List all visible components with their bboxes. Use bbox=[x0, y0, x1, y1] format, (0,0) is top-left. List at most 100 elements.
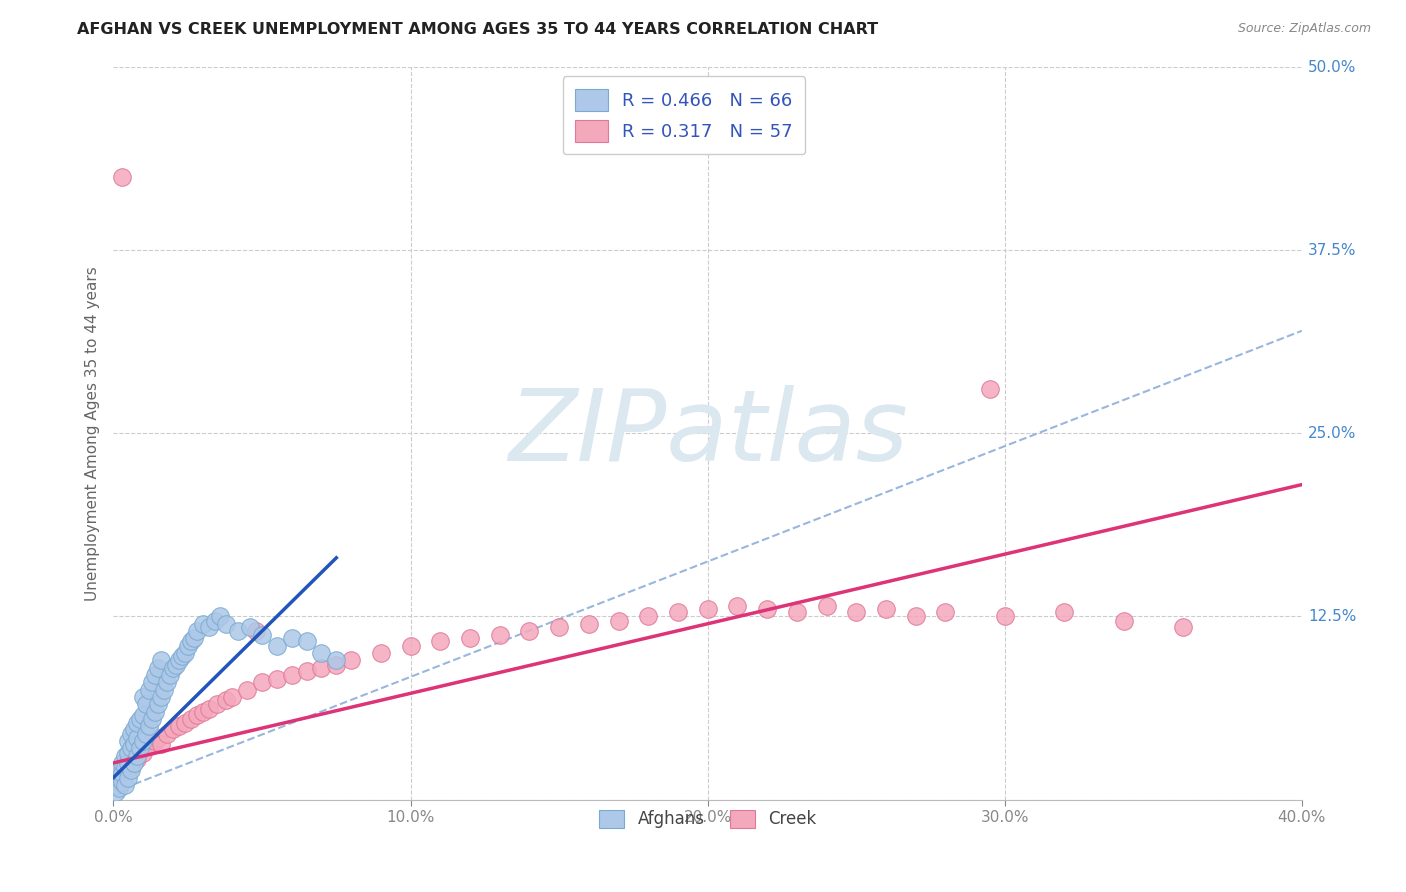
Point bbox=[815, 599, 838, 614]
Point bbox=[204, 614, 226, 628]
Point bbox=[1171, 620, 1194, 634]
Point bbox=[114, 760, 136, 774]
Point bbox=[111, 756, 134, 770]
Point bbox=[150, 690, 173, 704]
Point bbox=[325, 653, 347, 667]
Point bbox=[786, 605, 808, 619]
Text: 25.0%: 25.0% bbox=[1308, 425, 1357, 441]
Point bbox=[111, 169, 134, 184]
Point bbox=[143, 734, 166, 748]
Point bbox=[429, 634, 451, 648]
Point bbox=[132, 707, 155, 722]
Point bbox=[117, 756, 139, 770]
Point bbox=[150, 737, 173, 751]
Point bbox=[111, 766, 134, 780]
Point bbox=[295, 664, 318, 678]
Point bbox=[994, 609, 1017, 624]
Point bbox=[226, 624, 249, 638]
Point bbox=[127, 731, 149, 745]
Point bbox=[132, 690, 155, 704]
Point bbox=[159, 668, 181, 682]
Point bbox=[141, 712, 163, 726]
Point bbox=[108, 771, 131, 785]
Point bbox=[458, 632, 481, 646]
Point bbox=[215, 693, 238, 707]
Point bbox=[141, 675, 163, 690]
Point bbox=[637, 609, 659, 624]
Point bbox=[904, 609, 927, 624]
Point bbox=[117, 746, 139, 760]
Text: 50.0%: 50.0% bbox=[1308, 60, 1357, 75]
Point bbox=[143, 705, 166, 719]
Text: AFGHAN VS CREEK UNEMPLOYMENT AMONG AGES 35 TO 44 YEARS CORRELATION CHART: AFGHAN VS CREEK UNEMPLOYMENT AMONG AGES … bbox=[77, 22, 879, 37]
Y-axis label: Unemployment Among Ages 35 to 44 years: Unemployment Among Ages 35 to 44 years bbox=[86, 266, 100, 600]
Point bbox=[186, 707, 208, 722]
Point bbox=[209, 609, 232, 624]
Point bbox=[173, 716, 195, 731]
Point bbox=[127, 748, 149, 763]
Point bbox=[135, 698, 157, 712]
Point bbox=[325, 657, 347, 672]
Point bbox=[135, 726, 157, 740]
Point bbox=[177, 639, 200, 653]
Text: 12.5%: 12.5% bbox=[1308, 609, 1357, 624]
Point bbox=[295, 634, 318, 648]
Point bbox=[156, 726, 179, 740]
Point bbox=[167, 653, 190, 667]
Point bbox=[162, 723, 184, 737]
Point bbox=[153, 682, 176, 697]
Point bbox=[191, 616, 214, 631]
Point bbox=[756, 602, 779, 616]
Point bbox=[129, 741, 152, 756]
Point bbox=[979, 383, 1001, 397]
Point bbox=[111, 775, 134, 789]
Point bbox=[934, 605, 956, 619]
Point bbox=[111, 763, 134, 777]
Point bbox=[120, 741, 142, 756]
Point bbox=[114, 748, 136, 763]
Point bbox=[146, 731, 169, 745]
Point bbox=[250, 628, 273, 642]
Point bbox=[173, 646, 195, 660]
Point bbox=[311, 661, 333, 675]
Point bbox=[281, 632, 304, 646]
Point bbox=[725, 599, 748, 614]
Point bbox=[127, 751, 149, 765]
Point bbox=[607, 614, 630, 628]
Point bbox=[311, 646, 333, 660]
Point bbox=[266, 673, 288, 687]
Point bbox=[399, 639, 422, 653]
Point bbox=[129, 712, 152, 726]
Point bbox=[875, 602, 897, 616]
Point bbox=[845, 605, 868, 619]
Point bbox=[340, 653, 363, 667]
Legend: Afghans, Creek: Afghans, Creek bbox=[592, 803, 823, 835]
Point bbox=[666, 605, 689, 619]
Point bbox=[197, 620, 219, 634]
Point bbox=[129, 741, 152, 756]
Point bbox=[370, 646, 392, 660]
Point bbox=[138, 737, 160, 751]
Point bbox=[117, 756, 139, 770]
Point bbox=[127, 716, 149, 731]
Point bbox=[117, 734, 139, 748]
Point bbox=[167, 719, 190, 733]
Point bbox=[114, 778, 136, 792]
Point bbox=[120, 760, 142, 774]
Point bbox=[150, 653, 173, 667]
Point bbox=[1112, 614, 1135, 628]
Point bbox=[138, 719, 160, 733]
Point bbox=[143, 668, 166, 682]
Point bbox=[132, 734, 155, 748]
Point bbox=[239, 620, 262, 634]
Point bbox=[138, 682, 160, 697]
Point bbox=[180, 634, 202, 648]
Point bbox=[578, 616, 600, 631]
Point bbox=[120, 726, 142, 740]
Text: Source: ZipAtlas.com: Source: ZipAtlas.com bbox=[1237, 22, 1371, 36]
Point bbox=[281, 668, 304, 682]
Point bbox=[108, 780, 131, 795]
Point bbox=[1053, 605, 1076, 619]
Point bbox=[488, 628, 510, 642]
Point bbox=[117, 771, 139, 785]
